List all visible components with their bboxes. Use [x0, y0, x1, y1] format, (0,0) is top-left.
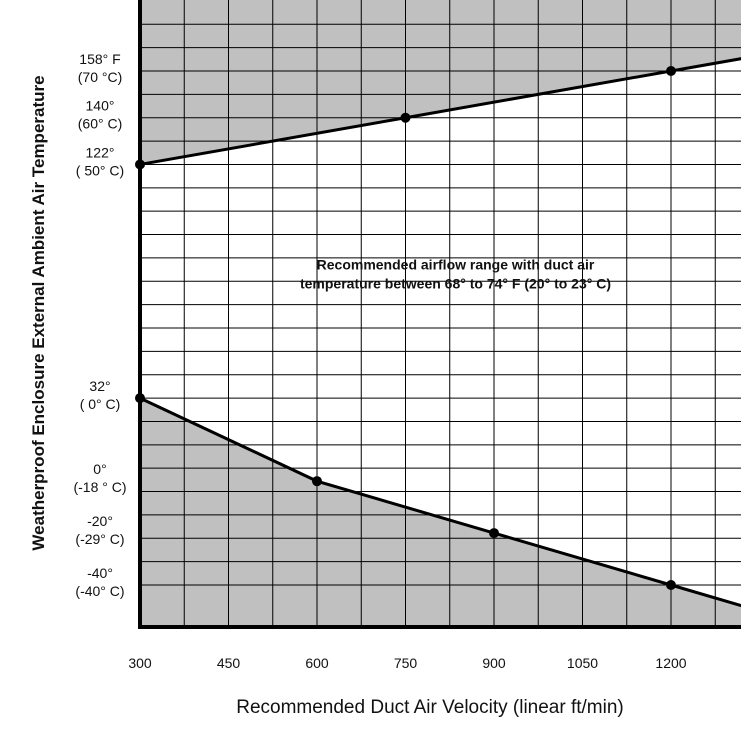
x-tick-label: 1200 — [655, 655, 686, 671]
x-axis-label: Recommended Duct Air Velocity (linear ft… — [236, 697, 624, 718]
y-tick-label-c: ( 50° C) — [76, 162, 124, 178]
upper-data-point — [666, 66, 676, 76]
y-tick-label-f: 140° — [86, 98, 115, 114]
y-tick-label-f: 122° — [86, 144, 115, 160]
annotation-line-1: Recommended airflow range with duct air — [317, 256, 595, 272]
y-tick-label-f: -40° — [87, 565, 113, 581]
upper-data-point — [135, 159, 145, 170]
y-tick-label-c: (-18 ° C) — [73, 479, 126, 495]
annotation-line-2: temperature between 68° to 74° F (20° to… — [300, 275, 611, 291]
x-tick-label: 1050 — [567, 655, 598, 671]
upper-shaded-region — [140, 0, 741, 165]
y-axis-label: Weatherproof Enclosure External Ambient … — [29, 75, 48, 550]
upper-data-point — [400, 112, 411, 123]
lower-shaded-region — [140, 398, 741, 627]
y-tick-label-f: -20° — [87, 513, 113, 529]
y-tick-label-c: (60° C) — [78, 116, 123, 132]
y-tick-label-f: 158° F — [79, 51, 120, 67]
upper-limit-line — [139, 57, 741, 166]
lower-data-point — [312, 476, 322, 487]
x-tick-label: 750 — [394, 655, 418, 671]
y-tick-label-c: ( 0° C) — [80, 396, 121, 412]
y-tick-label-c: (-40° C) — [75, 583, 124, 599]
x-tick-label: 450 — [217, 655, 241, 671]
x-tick-label: 300 — [128, 655, 152, 671]
lower-data-point — [135, 393, 145, 404]
y-tick-label-c: (-29° C) — [75, 531, 124, 547]
y-tick-label-f: 0° — [93, 461, 106, 477]
x-tick-label: 900 — [482, 655, 506, 671]
lower-data-point — [666, 580, 676, 590]
y-tick-label-f: 32° — [89, 378, 110, 394]
lower-data-point — [489, 528, 499, 539]
y-tick-label-c: (70 °C) — [78, 69, 123, 85]
x-tick-label: 600 — [305, 655, 329, 671]
